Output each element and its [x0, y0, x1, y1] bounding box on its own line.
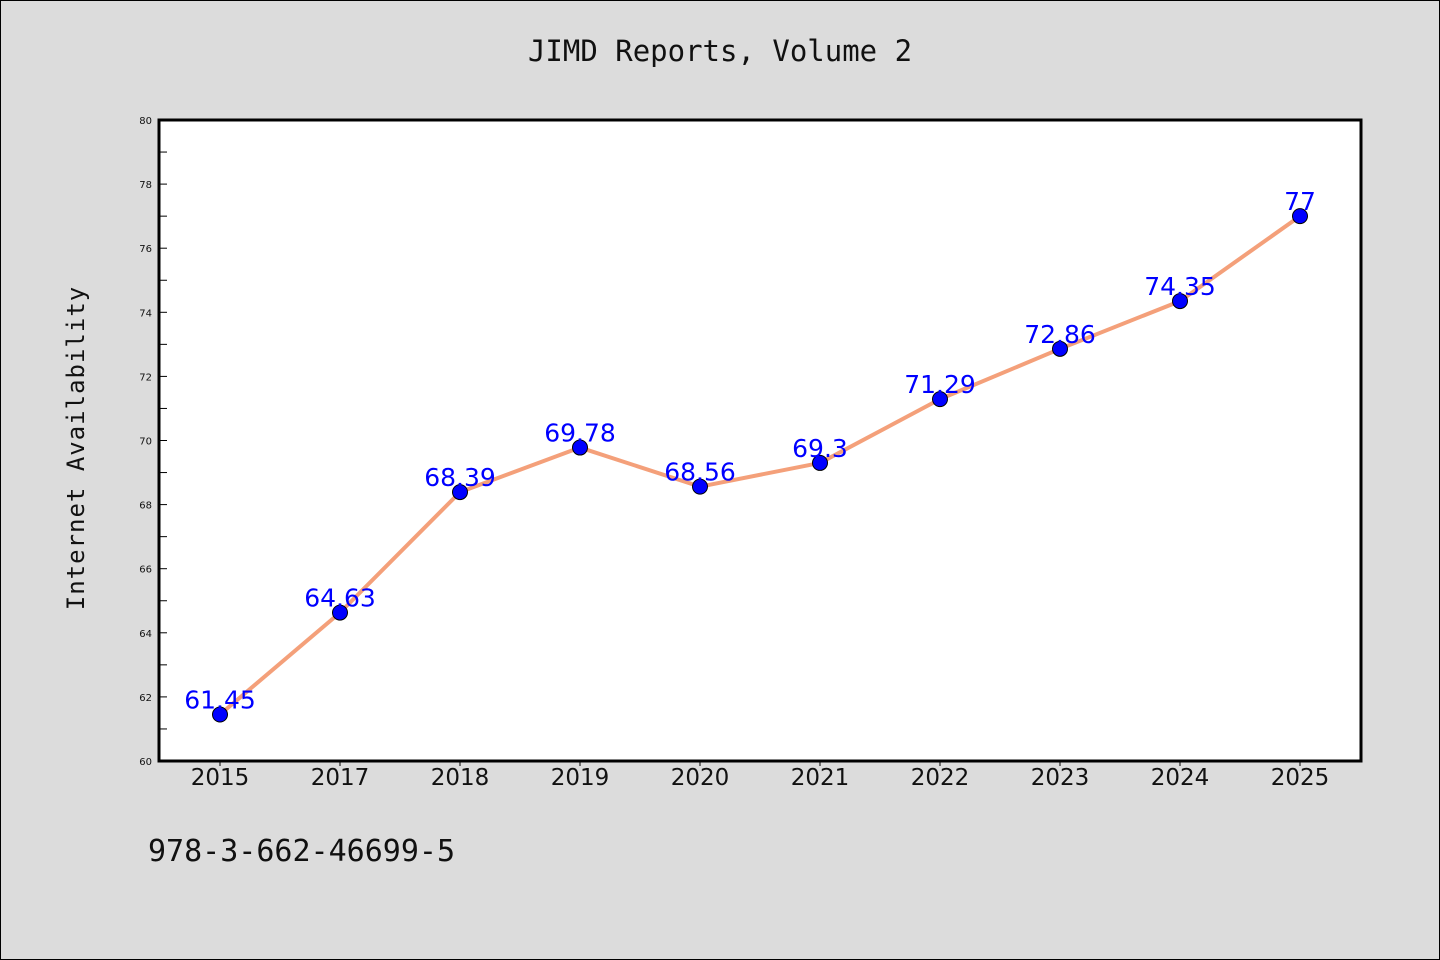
data-label: 74.35 [1144, 272, 1216, 301]
data-label: 68.39 [424, 463, 496, 492]
x-tick-label: 2017 [311, 765, 370, 791]
data-label: 61.45 [184, 686, 256, 715]
x-tick-label: 2025 [1271, 765, 1330, 791]
x-tick-label: 2022 [911, 765, 970, 791]
y-tick-label: 80 [139, 116, 152, 127]
data-point [452, 484, 468, 501]
data-labels-group: 61.45 64.63 68.39 69.78 68.56 69.3 71.29 72.86 7… [184, 187, 1316, 714]
series-line [218, 214, 1302, 717]
data-point [572, 439, 588, 456]
data-point [212, 706, 228, 723]
plot-area [159, 120, 1361, 761]
data-point [1172, 293, 1188, 310]
data-label: 71.29 [904, 370, 976, 399]
data-point [812, 454, 828, 471]
y-tick-label: 66 [139, 565, 152, 576]
y-tick-label: 74 [139, 308, 152, 319]
x-tick-label: 2024 [1151, 765, 1210, 791]
data-label: 77 [1284, 187, 1316, 216]
data-point [692, 478, 708, 495]
x-tick-label: 2021 [791, 765, 850, 791]
x-tick-label: 2023 [1031, 765, 1090, 791]
data-point [332, 604, 348, 621]
y-tick-label: 72 [139, 372, 152, 383]
y-tick-label: 78 [139, 180, 152, 191]
footnote-isbn: 978-3-662-46699-5 [148, 834, 456, 869]
x-tick-label: 2020 [671, 765, 730, 791]
data-label: 72.86 [1024, 320, 1096, 349]
data-point [1052, 340, 1068, 357]
series-markers-group [212, 208, 1308, 723]
data-label: 69.3 [792, 434, 848, 463]
data-point [932, 391, 948, 408]
data-label: 64.63 [304, 584, 376, 613]
y-tick-label: 64 [139, 629, 152, 640]
x-tick-label: 2018 [431, 765, 490, 791]
data-label: 69.78 [544, 419, 616, 448]
data-point [1292, 208, 1308, 225]
x-tick-label: 2019 [551, 765, 610, 791]
y-tick-label: 70 [139, 437, 152, 448]
chart-title: JIMD Reports, Volume 2 [527, 34, 913, 68]
x-axis: 2015 2017 2018 2019 2020 2021 2022 2023 2024 2025 [191, 761, 1330, 791]
data-label: 68.56 [664, 458, 736, 487]
x-tick-label: 2015 [191, 765, 250, 791]
plot-border [157, 118, 1363, 763]
y-tick-label: 76 [139, 244, 152, 255]
y-tick-label: 60 [139, 757, 152, 768]
y-tick-label: 62 [139, 693, 152, 704]
series-line-group [218, 214, 1302, 717]
y-tick-label: 68 [139, 501, 152, 512]
